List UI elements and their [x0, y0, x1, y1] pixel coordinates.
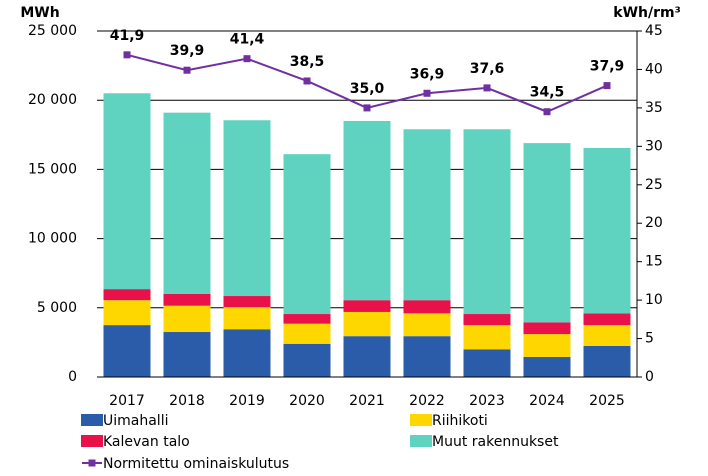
x-tick-label: 2023	[469, 393, 505, 409]
bar-segment	[103, 300, 151, 326]
bar-segment	[283, 343, 331, 377]
y2-tick-label: 15	[645, 254, 663, 270]
y2-tick-label: 25	[645, 177, 663, 193]
bar-segment	[463, 325, 511, 350]
line-marker	[543, 108, 551, 116]
y2-tick-label: 30	[645, 138, 663, 154]
line-marker	[423, 89, 431, 97]
y-tick-label: 15 000	[28, 161, 77, 177]
y2-tick-label: 45	[645, 23, 663, 39]
y2-tick-label: 5	[645, 331, 654, 347]
bar-segment	[403, 313, 451, 337]
x-tick-label: 2017	[109, 393, 145, 409]
bar-segment	[163, 293, 211, 306]
legend-swatch	[81, 435, 103, 447]
bar-segment	[163, 305, 211, 333]
legend-label: Uimahalli	[103, 413, 168, 429]
bar-segment	[283, 154, 331, 315]
legend-swatch	[410, 414, 432, 426]
bar-segment	[523, 143, 571, 323]
y-tick-label: 5 000	[37, 300, 77, 316]
bar-segment	[223, 307, 271, 330]
data-label: 37,9	[590, 59, 625, 75]
line-marker	[183, 66, 191, 74]
x-tick-label: 2025	[589, 393, 625, 409]
legend-swatch	[81, 414, 103, 426]
bar-segment	[583, 147, 631, 314]
bar-segment	[103, 289, 151, 301]
legend-marker	[88, 459, 96, 467]
x-tick-label: 2019	[229, 393, 265, 409]
y2-tick-label: 40	[645, 61, 663, 77]
bar-segment	[583, 313, 631, 326]
bar-segment	[463, 129, 511, 315]
bar-segment	[523, 322, 571, 335]
bar-segment	[103, 93, 151, 290]
y-tick-label: 0	[68, 369, 77, 385]
data-label: 38,5	[290, 54, 325, 70]
x-tick-label: 2020	[289, 393, 325, 409]
y2-tick-label: 20	[645, 215, 663, 231]
bar-segment	[223, 120, 271, 297]
line-marker	[303, 77, 311, 85]
bar-segment	[403, 336, 451, 377]
y-tick-label: 10 000	[28, 231, 77, 247]
bar-segment	[583, 325, 631, 346]
bar-segment	[523, 356, 571, 377]
bar-segment	[343, 120, 391, 301]
data-label: 34,5	[530, 85, 565, 101]
bar-segment	[463, 314, 511, 326]
bar-segment	[163, 112, 211, 294]
data-label: 41,9	[110, 28, 145, 44]
line-marker	[243, 55, 251, 63]
bar-segment	[343, 336, 391, 377]
line-marker	[123, 51, 131, 59]
line-marker	[603, 82, 611, 90]
bar-segment	[103, 325, 151, 377]
bar-segment	[223, 296, 271, 308]
y2-tick-label: 10	[645, 292, 663, 308]
bar-segment	[403, 300, 451, 314]
data-label: 41,4	[230, 32, 265, 48]
y-axis-label: MWh	[20, 5, 59, 21]
bar-segment	[523, 334, 571, 357]
legend-swatch	[410, 435, 432, 447]
bar-segment	[283, 323, 331, 344]
y2-axis-label: kWh/rm³	[613, 5, 680, 21]
y-tick-label: 20 000	[28, 92, 77, 108]
legend-label: Riihikoti	[432, 413, 488, 429]
bar-segment	[283, 314, 331, 324]
bar-segment	[343, 311, 391, 337]
x-tick-label: 2022	[409, 393, 445, 409]
bar-segment	[403, 129, 451, 301]
legend-label: Kalevan talo	[103, 434, 190, 450]
data-label: 35,0	[350, 81, 385, 97]
bar-segment	[463, 349, 511, 377]
data-label: 39,9	[170, 43, 205, 59]
y-tick-label: 25 000	[28, 23, 77, 39]
x-tick-label: 2018	[169, 393, 205, 409]
data-label: 37,6	[470, 61, 505, 77]
bar-segment	[163, 332, 211, 377]
y2-tick-label: 0	[645, 369, 654, 385]
bar-segment	[223, 329, 271, 377]
line-marker	[363, 104, 371, 112]
y2-tick-label: 35	[645, 100, 663, 116]
line-marker	[483, 84, 491, 92]
x-tick-label: 2024	[529, 393, 565, 409]
data-label: 36,9	[410, 66, 445, 82]
x-tick-label: 2021	[349, 393, 385, 409]
bar-segment	[583, 345, 631, 377]
bar-segment	[343, 300, 391, 312]
legend-label: Muut rakennukset	[432, 434, 559, 450]
legend-label: Normitettu ominaiskulutus	[103, 456, 289, 472]
